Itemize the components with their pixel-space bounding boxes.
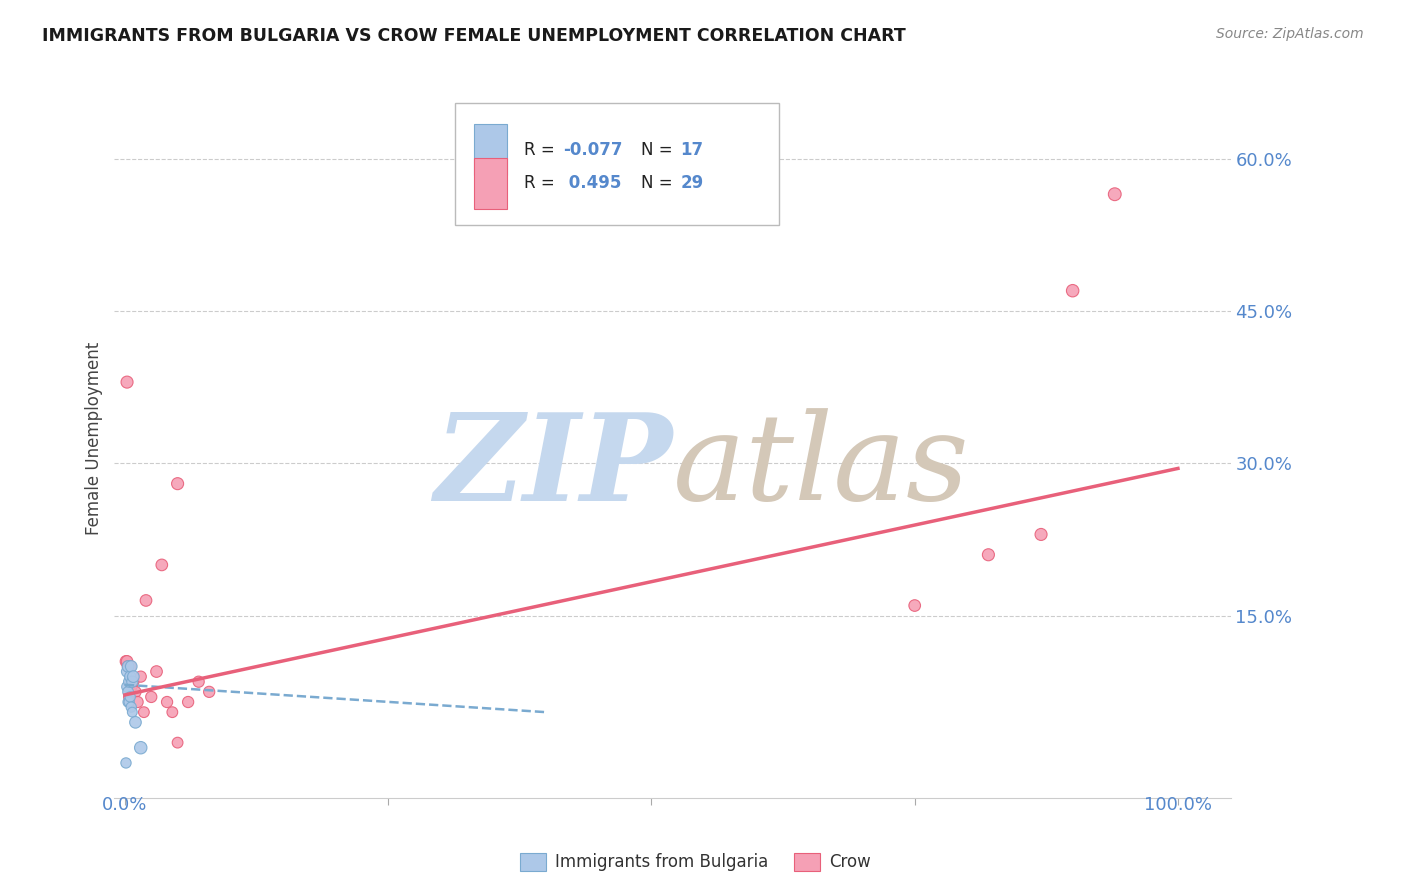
Point [118,695,141,709]
Point [124,685,146,699]
Point [122,670,145,684]
Point [129,670,152,684]
Point [150,558,173,572]
Point [141,690,163,704]
Point [115,654,138,668]
Point [904,599,927,613]
Text: 0.0%: 0.0% [103,797,148,814]
Point [127,695,149,709]
Point [118,674,141,689]
Point [1062,284,1084,298]
Point [1104,187,1126,202]
Point [115,756,138,770]
Point [120,659,142,673]
Text: N =: N = [641,175,678,193]
Point [120,659,142,673]
Point [1029,527,1052,541]
Point [118,690,141,704]
Point [117,695,139,709]
Point [120,670,142,684]
Point [187,674,209,689]
Point [156,695,179,709]
Point [115,654,138,668]
FancyBboxPatch shape [474,124,508,175]
Point [117,685,139,699]
Text: 29: 29 [681,175,703,193]
Point [177,695,200,709]
Point [121,705,143,719]
Text: -0.077: -0.077 [564,141,623,159]
Point [115,665,138,679]
Point [129,740,152,755]
Point [166,476,188,491]
Point [122,674,145,689]
Text: Crow: Crow [830,853,872,871]
Point [117,659,139,673]
Text: 0.495: 0.495 [564,175,621,193]
Point [145,665,167,679]
Point [115,375,138,389]
FancyBboxPatch shape [474,158,508,209]
Point [120,690,142,704]
Text: N =: N = [641,141,678,159]
Point [120,700,142,714]
Point [121,674,143,689]
Point [120,680,142,694]
Text: 100.0%: 100.0% [1144,797,1212,814]
Text: ZIP: ZIP [434,408,672,526]
Point [977,548,1000,562]
Point [117,659,139,673]
Point [198,685,221,699]
Y-axis label: Female Unemployment: Female Unemployment [86,342,103,534]
Point [166,736,188,750]
FancyBboxPatch shape [456,103,779,226]
Text: R =: R = [524,141,560,159]
Point [162,705,184,719]
Text: R =: R = [524,175,560,193]
Text: atlas: atlas [672,409,969,525]
Point [121,674,143,689]
Point [115,680,138,694]
Text: Immigrants from Bulgaria: Immigrants from Bulgaria [555,853,769,871]
Text: 17: 17 [681,141,703,159]
Text: IMMIGRANTS FROM BULGARIA VS CROW FEMALE UNEMPLOYMENT CORRELATION CHART: IMMIGRANTS FROM BULGARIA VS CROW FEMALE … [42,27,905,45]
Point [135,593,157,607]
Point [124,715,146,730]
Text: Source: ZipAtlas.com: Source: ZipAtlas.com [1216,27,1364,41]
Point [132,705,155,719]
